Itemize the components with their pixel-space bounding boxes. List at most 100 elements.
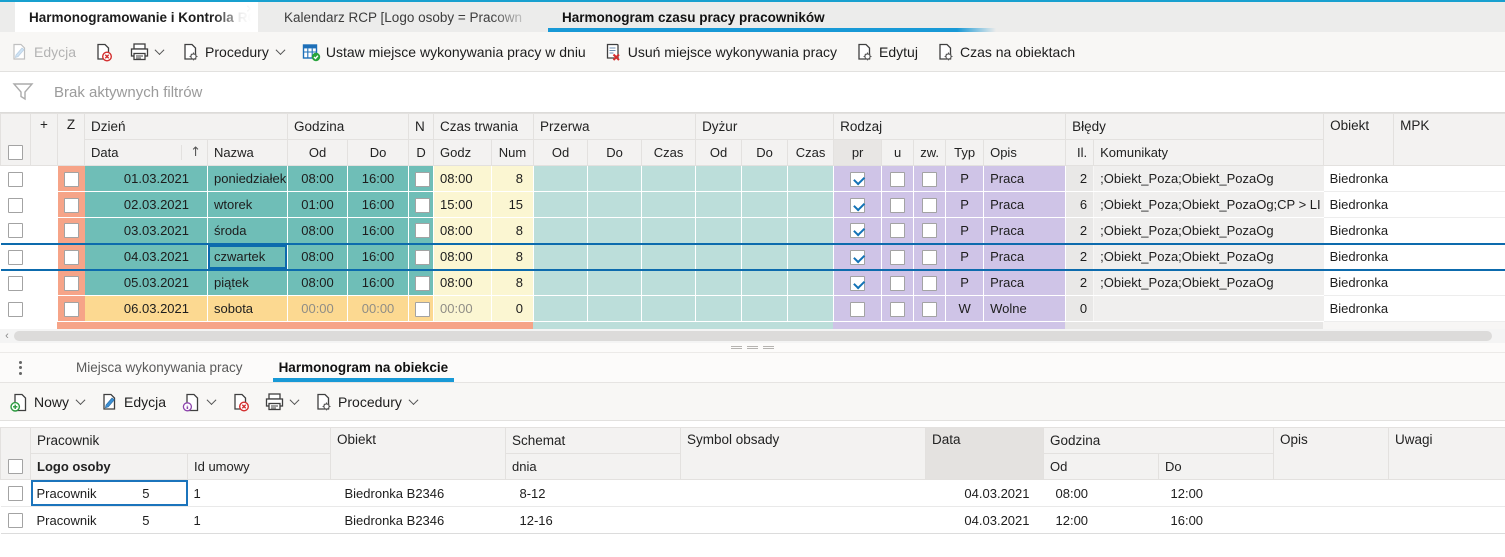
num-cell[interactable]: 8	[491, 269, 535, 296]
num-cell[interactable]: 8	[491, 217, 535, 244]
u-cell[interactable]	[881, 191, 915, 218]
od-cell[interactable]: 08:00	[287, 165, 349, 192]
d-cell[interactable]	[408, 269, 435, 296]
opis-cell[interactable]: Praca	[983, 165, 1067, 192]
info-button[interactable]	[182, 393, 217, 411]
obiekt-cell[interactable]: Biedronka B2346	[330, 479, 506, 507]
u-checkbox[interactable]	[890, 275, 906, 291]
godzina-od-cell[interactable]: 08:00	[1043, 479, 1159, 507]
godz-cell[interactable]: 00:00	[433, 295, 493, 322]
column-od[interactable]: Od	[287, 139, 349, 166]
uwagi-cell[interactable]	[1388, 479, 1505, 507]
u-checkbox[interactable]	[890, 301, 906, 317]
od-cell[interactable]: 08:00	[287, 269, 349, 296]
u-cell[interactable]	[881, 242, 915, 271]
opis-cell[interactable]	[1273, 479, 1389, 507]
nazwa-cell[interactable]: piątek	[207, 269, 289, 296]
data-cell[interactable]: 04.03.2021	[925, 479, 1044, 507]
tab-harmonogramowanie[interactable]: Harmonogramowanie i Kontrola RCP ×	[15, 2, 258, 32]
zw-cell[interactable]	[913, 295, 947, 322]
z-cell[interactable]	[57, 191, 85, 218]
obiekt-cell[interactable]: Biedronka	[1323, 295, 1394, 322]
zw-cell[interactable]	[913, 269, 947, 296]
il-cell[interactable]: 2	[1065, 269, 1095, 296]
row-checkbox[interactable]	[8, 249, 23, 265]
przerwa-do-cell[interactable]	[587, 165, 643, 192]
pr-checkbox[interactable]	[850, 223, 866, 239]
group-schemat[interactable]: Schemat	[505, 427, 681, 454]
dyzur-od-cell[interactable]	[695, 217, 743, 244]
przerwa-czas-cell[interactable]	[641, 165, 697, 192]
data-cell[interactable]: 04.03.2021	[925, 506, 1044, 534]
row-checkbox[interactable]	[8, 301, 23, 317]
plus-cell[interactable]	[30, 242, 58, 271]
row-select-cell[interactable]	[0, 269, 31, 296]
u-cell[interactable]	[881, 217, 915, 244]
godzina-od-cell[interactable]: 12:00	[1043, 506, 1159, 534]
godzina-do-cell[interactable]: 12:00	[1158, 479, 1274, 507]
d-cell[interactable]	[408, 191, 435, 218]
column-symbol-obsady[interactable]: Symbol obsady	[680, 427, 926, 480]
group-dyzur[interactable]: Dyżur	[695, 113, 835, 140]
godzina-do-cell[interactable]: 16:00	[1158, 506, 1274, 534]
z-cell[interactable]	[57, 165, 85, 192]
z-checkbox[interactable]	[63, 249, 79, 265]
komunikaty-cell[interactable]: ;Obiekt_Poza;Obiekt_PozaOg	[1093, 217, 1324, 244]
komunikaty-cell[interactable]: ;Obiekt_Poza;Obiekt_PozaOg	[1093, 269, 1324, 296]
przerwa-do-cell[interactable]	[587, 217, 643, 244]
column-dyzur-czas[interactable]: Czas	[787, 139, 835, 166]
zw-cell[interactable]	[913, 242, 947, 271]
przerwa-od-cell[interactable]	[533, 165, 589, 192]
row-select-cell[interactable]	[0, 191, 31, 218]
il-cell[interactable]: 0	[1065, 295, 1095, 322]
dyzur-do-cell[interactable]	[741, 165, 789, 192]
row-select-cell[interactable]	[0, 506, 31, 534]
z-checkbox[interactable]	[63, 197, 79, 213]
d-checkbox[interactable]	[415, 249, 431, 265]
dyzur-od-cell[interactable]	[695, 165, 743, 192]
select-all-checkbox[interactable]	[8, 145, 23, 160]
godz-cell[interactable]: 08:00	[433, 242, 493, 271]
id-umowy-cell[interactable]: 1	[187, 479, 331, 507]
kebab-menu-icon[interactable]	[0, 360, 40, 375]
dyzur-czas-cell[interactable]	[787, 165, 835, 192]
obiekt-cell[interactable]: Biedronka B2346	[330, 506, 506, 534]
godz-cell[interactable]: 08:00	[433, 165, 493, 192]
data-cell[interactable]: 02.03.2021	[84, 191, 208, 218]
przerwa-czas-cell[interactable]	[641, 242, 697, 271]
column-z[interactable]: Z	[57, 113, 85, 166]
do-cell[interactable]: 16:00	[347, 165, 410, 192]
column-komunikaty[interactable]: Komunikaty	[1093, 139, 1325, 166]
column-obiekt[interactable]: Obiekt	[1323, 113, 1395, 166]
dyzur-czas-cell[interactable]	[787, 242, 835, 271]
obiekt-cell[interactable]: Biedronka	[1323, 165, 1394, 192]
delete-button[interactable]	[231, 393, 250, 412]
od-cell[interactable]: 01:00	[287, 191, 349, 218]
panel-splitter-handle[interactable]	[0, 343, 1505, 353]
column-przerwa-czas[interactable]: Czas	[641, 139, 697, 166]
num-cell[interactable]: 8	[491, 242, 535, 271]
godz-cell[interactable]: 15:00	[433, 191, 493, 218]
opis-cell[interactable]: Praca	[983, 217, 1067, 244]
column-il[interactable]: Il.	[1065, 139, 1095, 166]
symbol-obsady-cell[interactable]	[680, 506, 926, 534]
z-cell[interactable]	[57, 269, 85, 296]
column-obiekt[interactable]: Obiekt	[330, 427, 506, 480]
przerwa-czas-cell[interactable]	[641, 295, 697, 322]
u-cell[interactable]	[881, 269, 915, 296]
data-cell[interactable]: 06.03.2021	[84, 295, 208, 322]
column-godzina-od[interactable]: Od	[1043, 453, 1159, 480]
pr-cell[interactable]	[833, 242, 883, 271]
do-cell[interactable]: 16:00	[347, 191, 410, 218]
horizontal-scrollbar[interactable]: ‹	[0, 329, 1505, 343]
group-przerwa[interactable]: Przerwa	[533, 113, 697, 140]
procedures-button[interactable]: Procedury	[314, 393, 419, 411]
group-czas-trwania[interactable]: Czas trwania	[433, 113, 535, 140]
pr-cell[interactable]	[833, 165, 883, 192]
column-mpk[interactable]: MPK	[1393, 113, 1505, 166]
pr-cell[interactable]	[833, 191, 883, 218]
plus-cell[interactable]	[30, 165, 58, 192]
przerwa-od-cell[interactable]	[533, 242, 589, 271]
column-d[interactable]: D	[408, 139, 435, 166]
dyzur-czas-cell[interactable]	[787, 269, 835, 296]
